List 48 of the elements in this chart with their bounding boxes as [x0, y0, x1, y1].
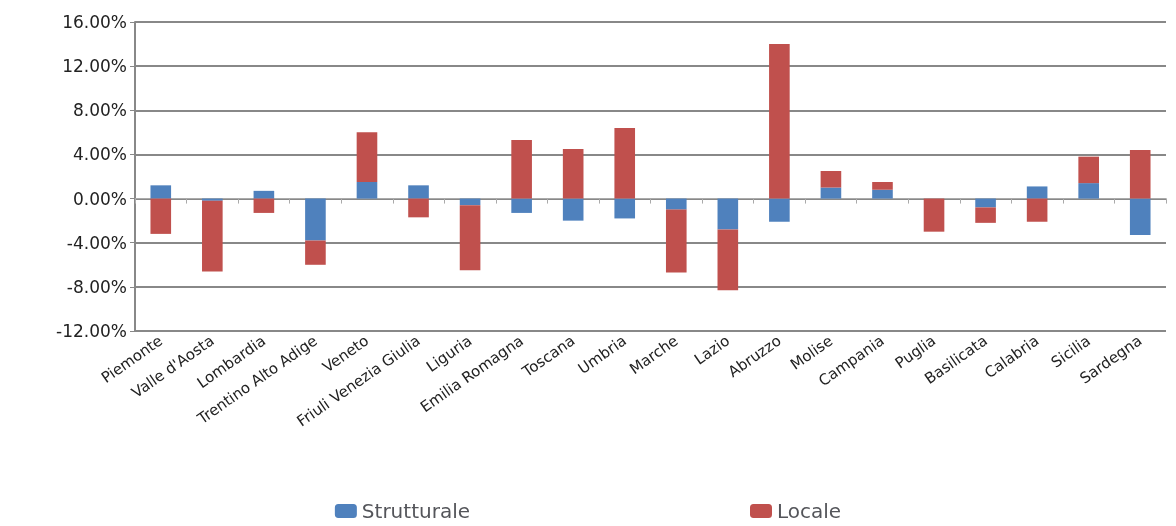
- bar: [614, 198, 636, 219]
- bar: [665, 209, 687, 273]
- bar: [305, 198, 326, 241]
- bar: [820, 170, 842, 188]
- bar: [305, 240, 326, 265]
- bar: [975, 198, 996, 208]
- y-tick-label: -8.00%: [66, 276, 127, 297]
- bar: [923, 198, 945, 232]
- bar: [1129, 198, 1151, 235]
- bar: [511, 198, 532, 213]
- y-tick-label: 8.00%: [72, 100, 127, 121]
- y-tick-label: -4.00%: [66, 232, 127, 253]
- bar: [408, 198, 429, 218]
- bar: [1078, 183, 1099, 199]
- bar: [872, 189, 893, 199]
- bar: [769, 198, 790, 222]
- y-tick-label: 0.00%: [72, 188, 127, 209]
- bar: [769, 44, 790, 199]
- bar: [1026, 186, 1048, 199]
- bar: [356, 182, 378, 199]
- y-tick-label: 12.00%: [62, 56, 127, 77]
- bar: [202, 198, 223, 201]
- bar: [253, 190, 275, 199]
- bar: [150, 185, 172, 199]
- y-tick-label: 4.00%: [72, 144, 127, 165]
- bar: [665, 198, 687, 210]
- bar: [717, 229, 739, 291]
- bar: [356, 132, 378, 183]
- bar: [1026, 198, 1048, 222]
- bar: [511, 140, 532, 199]
- bar: [1129, 150, 1151, 199]
- bar: [975, 207, 996, 223]
- bar: [820, 187, 842, 199]
- bar: [562, 198, 584, 221]
- bar: [562, 148, 584, 199]
- legend-label: Locale: [777, 499, 842, 523]
- bar: [1078, 156, 1099, 184]
- bar: [202, 200, 223, 272]
- bar: [408, 185, 429, 199]
- bar: [614, 127, 636, 199]
- y-tick-label: -12.00%: [56, 321, 127, 341]
- bar: [253, 198, 275, 213]
- legend-label: Strutturale: [361, 499, 470, 523]
- bar: [717, 198, 739, 230]
- bar: [150, 198, 172, 234]
- y-tick-label: 16.00%: [62, 12, 127, 32]
- bar: [459, 205, 481, 271]
- bar: [872, 182, 893, 190]
